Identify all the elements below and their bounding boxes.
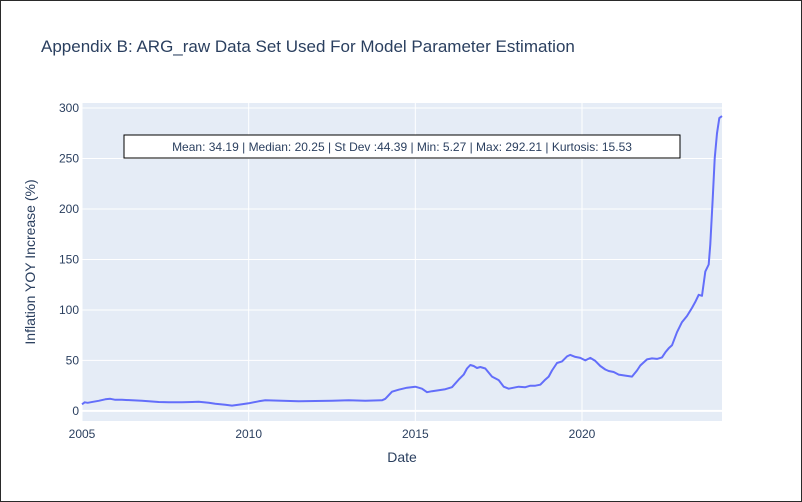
- y-tick-label: 0: [72, 404, 79, 418]
- y-tick-label: 150: [59, 252, 79, 266]
- y-axis-label: Inflation YOY Increase (%): [22, 179, 38, 344]
- x-tick-label: 2020: [569, 427, 596, 441]
- y-tick-label: 200: [59, 202, 79, 216]
- y-tick-label: 300: [59, 101, 79, 115]
- series-line: [81, 115, 723, 407]
- chart-title: Appendix B: ARG_raw Data Set Used For Mo…: [41, 37, 575, 56]
- y-tick-label: 50: [66, 353, 80, 367]
- y-tick-label: 250: [59, 152, 79, 166]
- x-tick-label: 2005: [69, 427, 96, 441]
- x-tick-label: 2010: [235, 427, 262, 441]
- x-axis-label: Date: [387, 449, 417, 465]
- x-axis-ticks: 2005 2010 2015 2020: [69, 427, 596, 441]
- stats-annotation: Mean: 34.19 | Median: 20.25 | St Dev :44…: [172, 140, 632, 154]
- stats-annotation-box: [123, 134, 681, 159]
- y-tick-label: 100: [59, 303, 79, 317]
- x-tick-label: 2015: [402, 427, 429, 441]
- y-axis-ticks: 0 50 100 150 200 250 300: [59, 101, 79, 418]
